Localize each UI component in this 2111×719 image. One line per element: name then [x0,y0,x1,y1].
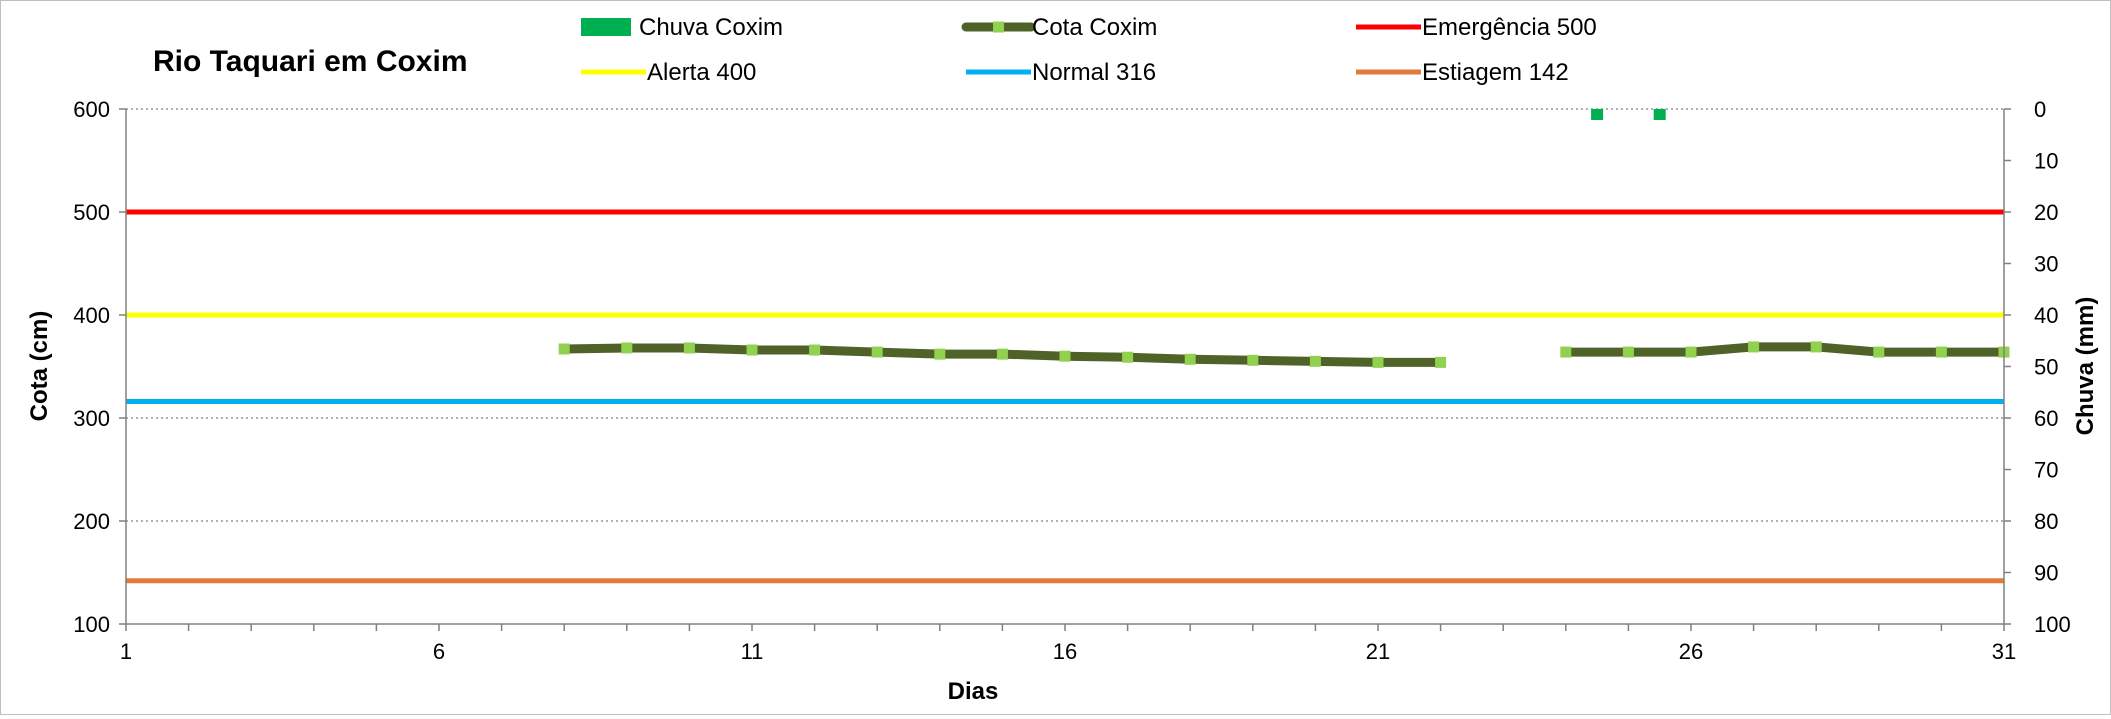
cota-marker [871,346,883,358]
legend-item: Normal 316 [966,59,1156,86]
legend-item: Cota Coxim [961,14,1157,41]
cota-marker [1935,346,1947,358]
y2-axis-title: Chuva (mm) [2072,297,2099,436]
series-layer [558,109,2010,368]
cota-marker [558,343,570,355]
y2-tick-label: 30 [2034,252,2058,277]
legend-label: Cota Coxim [1032,14,1157,41]
y2-tick-label: 40 [2034,303,2058,328]
y2-tick-label: 90 [2034,561,2058,586]
y-tick-label: 600 [73,97,110,122]
x-axis-title: Dias [948,678,999,705]
legend-item: Emergência 500 [1356,14,1597,41]
legend-label: Normal 316 [1032,59,1156,86]
legend-label: Alerta 400 [647,59,756,86]
x-tick-label: 16 [1053,639,1077,664]
x-tick-label: 21 [1366,639,1390,664]
cota-marker [1685,346,1697,358]
threshold-lines [126,209,2004,584]
x-tick-label: 11 [741,639,764,664]
legend-item: Alerta 400 [581,59,756,86]
cota-marker [1873,346,1885,358]
cota-line [1561,342,2009,357]
y2-tick-label: 80 [2034,509,2058,534]
y-tick-label: 400 [73,303,110,328]
legend-swatch [581,18,631,36]
rain-bar [1653,109,1666,120]
y2-tick-label: 100 [2034,612,2071,637]
legend: Chuva Coxim Cota Coxim Emergência 500 Alert… [581,14,1597,86]
cota-marker [1059,350,1071,362]
cota-marker [683,342,695,354]
cota-marker [1748,341,1760,353]
y-tick-label: 100 [73,612,110,637]
y2-tick-label: 60 [2034,406,2058,431]
legend-label: Chuva Coxim [639,14,783,41]
cota-marker [1810,341,1822,353]
cota-marker [1122,351,1134,363]
legend-label: Emergência 500 [1422,14,1597,41]
y-axis-title: Cota (cm) [26,311,53,422]
cota-marker [746,344,758,356]
cota-marker [1560,346,1572,358]
x-tick-label: 6 [433,639,445,664]
cota-marker [1435,356,1447,368]
y-tick-label: 500 [73,200,110,225]
x-tick-label: 26 [1679,639,1703,664]
cota-marker [1184,353,1196,365]
rain-bar [1591,109,1604,120]
cota-marker [1372,356,1384,368]
x-tick-label: 31 [1992,639,2016,664]
cota-marker [996,348,1008,360]
cota-marker [1309,355,1321,367]
y-tick-label: 300 [73,406,110,431]
cota-marker [1247,354,1259,366]
y2-tick-label: 10 [2034,149,2058,174]
y-tick-label: 200 [73,509,110,534]
legend-label: Estiagem 142 [1422,59,1569,86]
legend-item: Estiagem 142 [1356,59,1569,86]
chart-title: Rio Taquari em Coxim [153,45,468,78]
legend-marker [993,21,1004,33]
cota-marker [1622,346,1634,358]
y2-tick-label: 0 [2034,97,2046,122]
y2-tick-label: 20 [2034,200,2058,225]
legend-item: Chuva Coxim [581,14,783,41]
y2-tick-label: 50 [2034,355,2058,380]
axes: 100 200 300 400 500 600 0 10 20 30 40 50 60 70 80 90 100… [73,97,2070,664]
y2-tick-label: 70 [2034,458,2058,483]
x-tick-label: 1 [120,639,132,664]
cota-marker [621,342,633,354]
cota-marker [809,344,821,356]
cota-marker [934,348,946,360]
